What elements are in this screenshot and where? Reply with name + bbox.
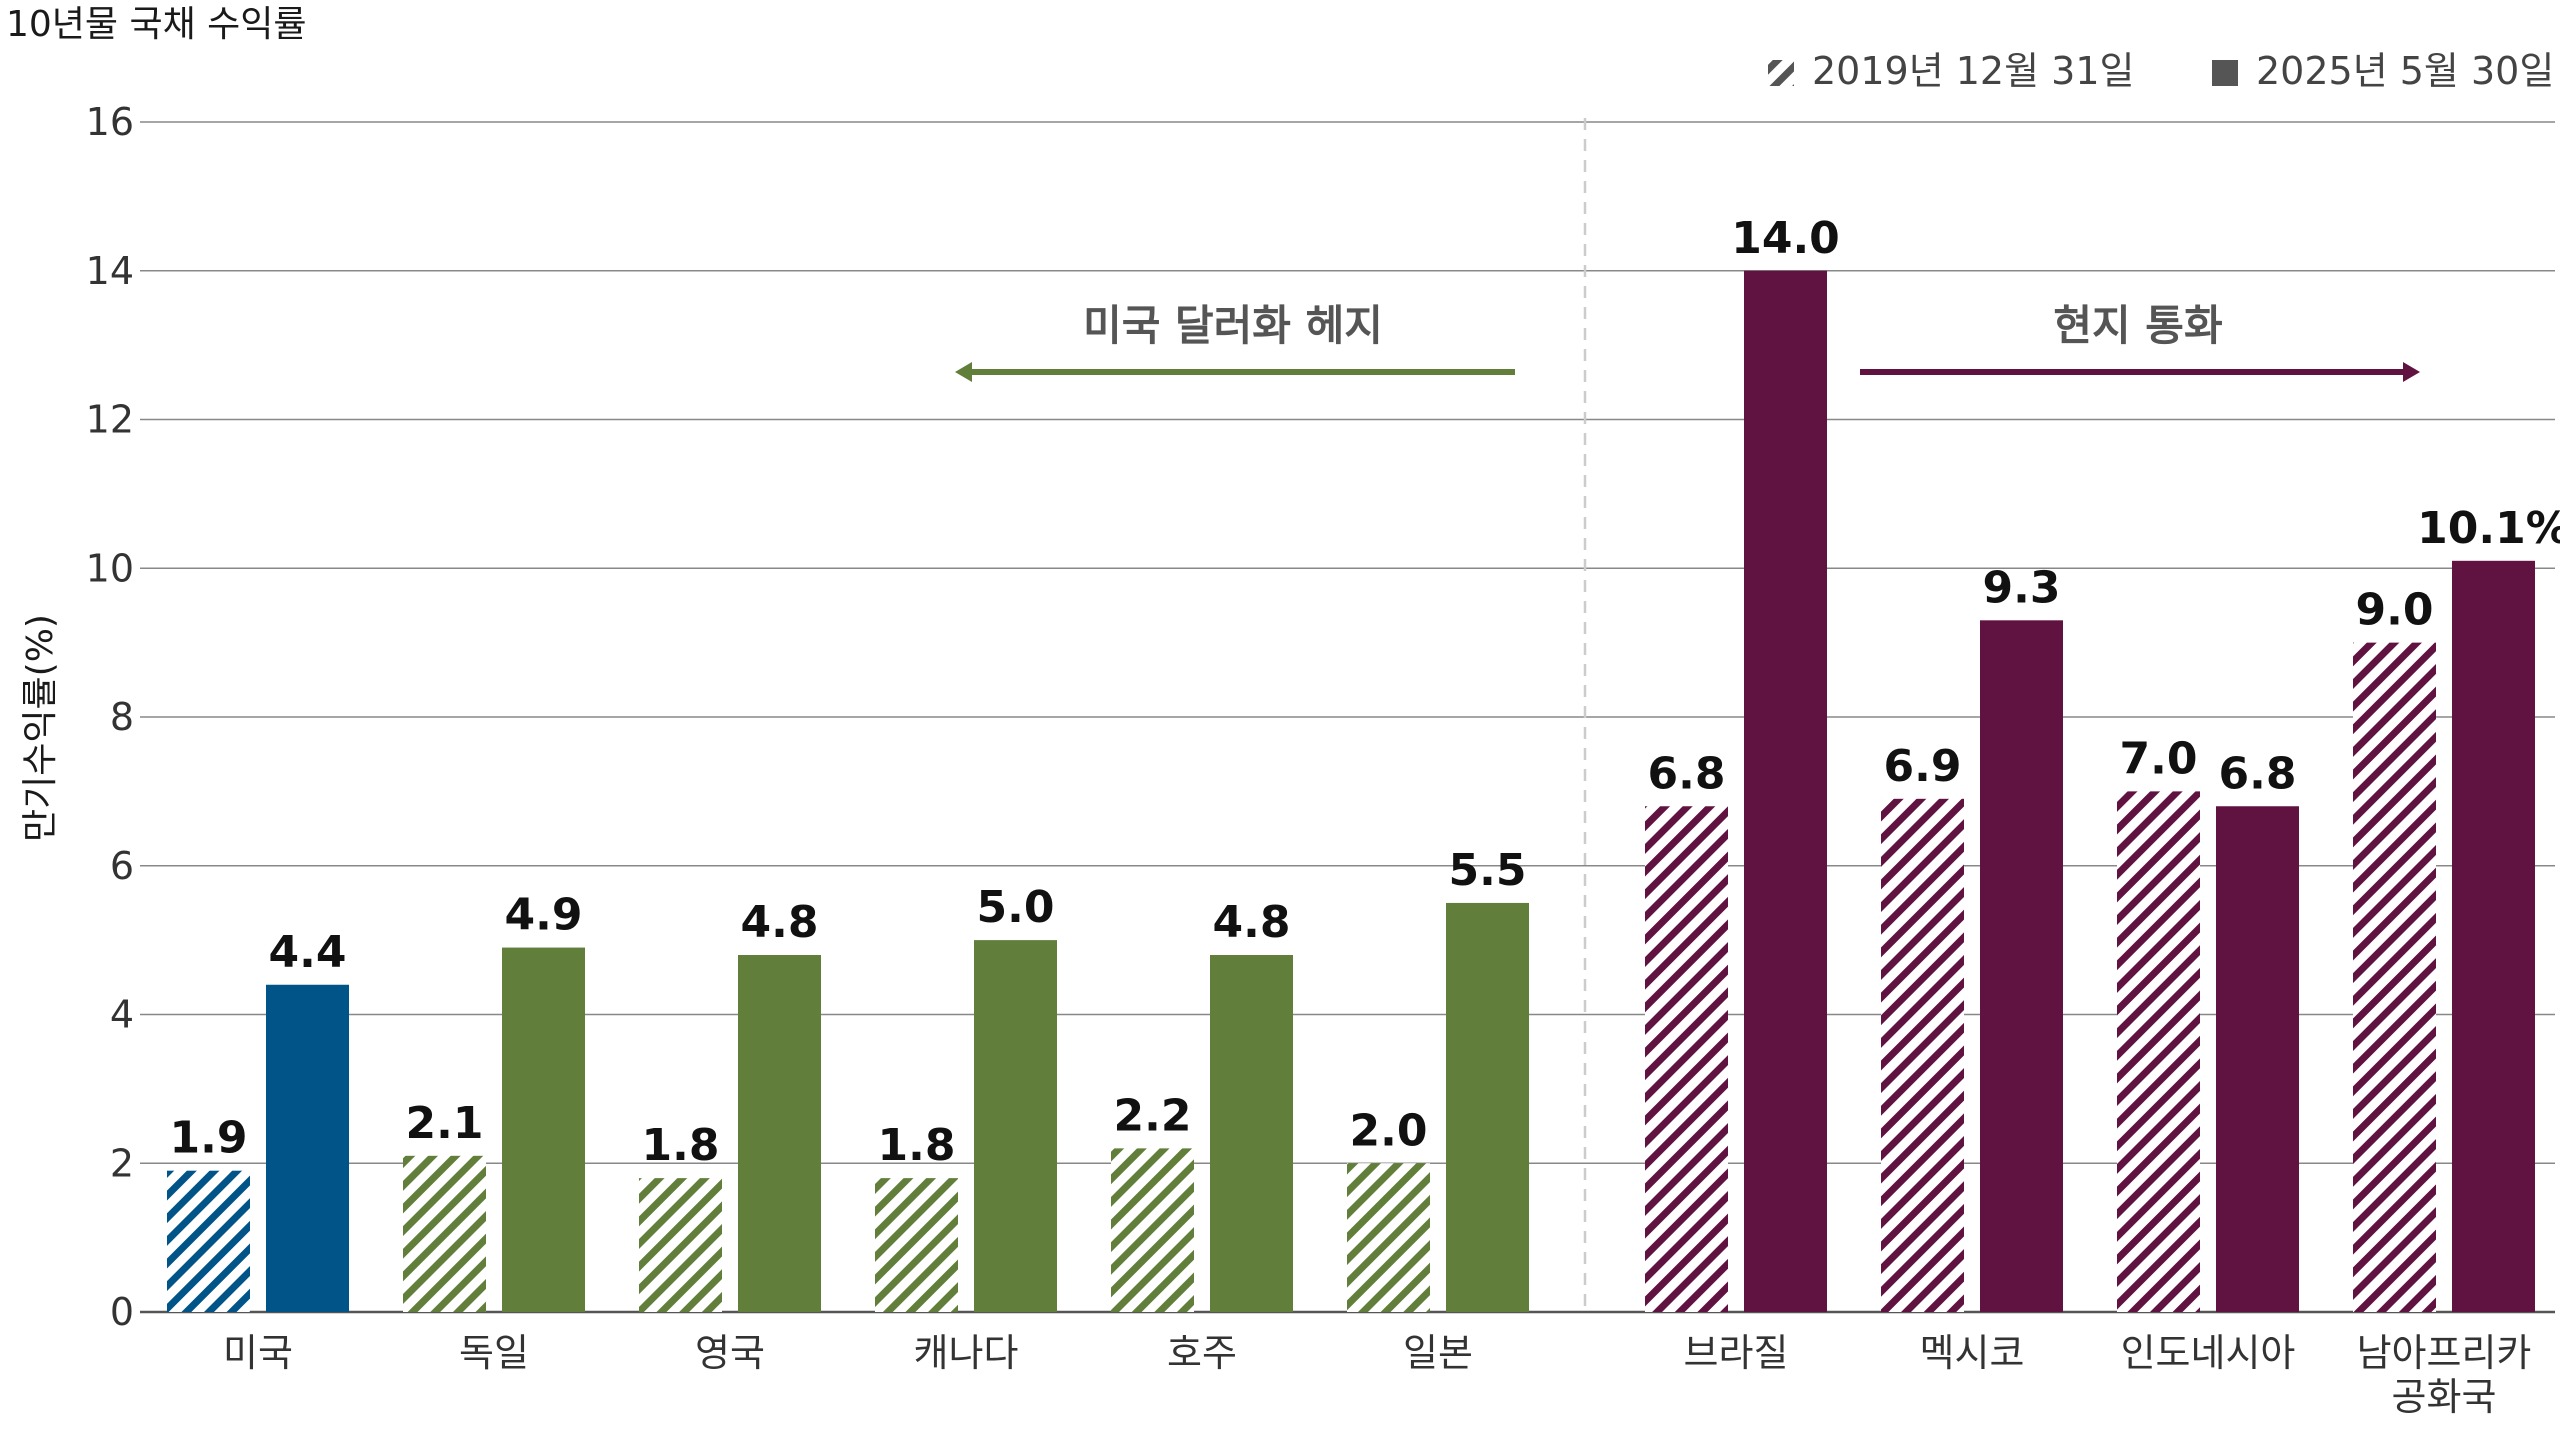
data-label: 4.8 <box>741 897 819 948</box>
x-tick-label: 호주 <box>1167 1331 1237 1375</box>
x-tick-label: 공화국 <box>2392 1375 2497 1419</box>
data-label: 7.0 <box>2120 733 2198 784</box>
bar-2019-2 <box>639 1178 722 1312</box>
bar-2025-9 <box>2452 560 2535 1312</box>
y-tick-label: 0 <box>110 1290 134 1334</box>
x-tick-label: 인도네시아 <box>2121 1331 2296 1375</box>
bar-2025-1 <box>502 947 585 1312</box>
y-tick-label: 2 <box>110 1141 134 1185</box>
y-tick-label: 14 <box>86 249 134 293</box>
data-label: 1.9 <box>170 1113 248 1164</box>
arrow-right-head-icon <box>2403 362 2420 382</box>
bar-2019-5 <box>1347 1163 1430 1312</box>
y-tick-label: 4 <box>110 993 134 1037</box>
chart-title: 10년물 국채 수익률 <box>6 4 307 45</box>
data-label: 9.3 <box>1983 562 2061 613</box>
y-tick-label: 12 <box>86 398 134 442</box>
data-label: 14.0 <box>1731 213 1840 264</box>
bar-2019-3 <box>875 1178 958 1312</box>
x-tick-label: 미국 <box>223 1331 293 1375</box>
x-tick-label: 캐나다 <box>914 1331 1019 1375</box>
annotation-usd-hedged: 미국 달러화 헤지 <box>1083 301 1383 350</box>
data-label: 2.1 <box>406 1098 484 1149</box>
y-tick-label: 8 <box>110 695 134 739</box>
bar-2019-4 <box>1111 1148 1194 1312</box>
data-label: 1.8 <box>878 1120 956 1171</box>
x-tick-label: 독일 <box>459 1331 529 1375</box>
bar-2019-6 <box>1645 806 1728 1312</box>
data-label: 5.5 <box>1449 845 1527 896</box>
y-tick-label: 6 <box>110 844 134 888</box>
data-label: 4.8 <box>1213 897 1291 948</box>
arrow-left-head-icon <box>955 362 972 382</box>
legend-label-2019: 2019년 12월 31일 <box>1812 49 2134 93</box>
bar-2025-0 <box>266 984 349 1312</box>
bar-2025-5 <box>1446 902 1529 1312</box>
bar-2019-1 <box>403 1155 486 1312</box>
data-label: 5.0 <box>977 882 1055 933</box>
data-label: 9.0 <box>2356 585 2434 636</box>
annotation-local-currency: 현지 통화 <box>2053 301 2222 350</box>
bar-2025-4 <box>1210 955 1293 1312</box>
bar-2019-0 <box>167 1170 250 1312</box>
y-tick-label: 16 <box>86 100 134 144</box>
data-label: 6.8 <box>2219 748 2297 799</box>
x-tick-label: 일본 <box>1403 1331 1473 1375</box>
data-label: 10.1% <box>2417 503 2560 554</box>
data-label: 6.9 <box>1884 741 1962 792</box>
bar-2025-8 <box>2216 806 2299 1312</box>
x-tick-label: 남아프리카 <box>2357 1331 2532 1375</box>
y-axis-label: 만기수익률(%) <box>20 614 61 842</box>
bar-2019-8 <box>2117 791 2200 1312</box>
bar-2025-3 <box>974 940 1057 1312</box>
legend-solid-swatch-icon <box>2212 60 2238 86</box>
bar-2025-6 <box>1744 270 1827 1312</box>
data-label: 2.0 <box>1350 1105 1428 1156</box>
x-tick-label: 브라질 <box>1684 1331 1789 1375</box>
bar-2019-7 <box>1881 798 1964 1312</box>
bar-2025-7 <box>1980 620 2063 1312</box>
data-label: 1.8 <box>642 1120 720 1171</box>
x-tick-label: 멕시코 <box>1920 1331 2025 1375</box>
data-label: 6.8 <box>1648 748 1726 799</box>
bar-2025-2 <box>738 955 821 1312</box>
data-label: 4.9 <box>505 890 583 941</box>
y-tick-label: 10 <box>86 546 134 590</box>
x-tick-label: 영국 <box>695 1331 765 1375</box>
legend-label-2025: 2025년 5월 30일 <box>2256 49 2554 93</box>
data-label: 4.4 <box>269 927 347 978</box>
bar-2019-9 <box>2353 642 2436 1312</box>
data-label: 2.2 <box>1114 1090 1192 1141</box>
legend-hatched-swatch-icon <box>1768 60 1794 86</box>
